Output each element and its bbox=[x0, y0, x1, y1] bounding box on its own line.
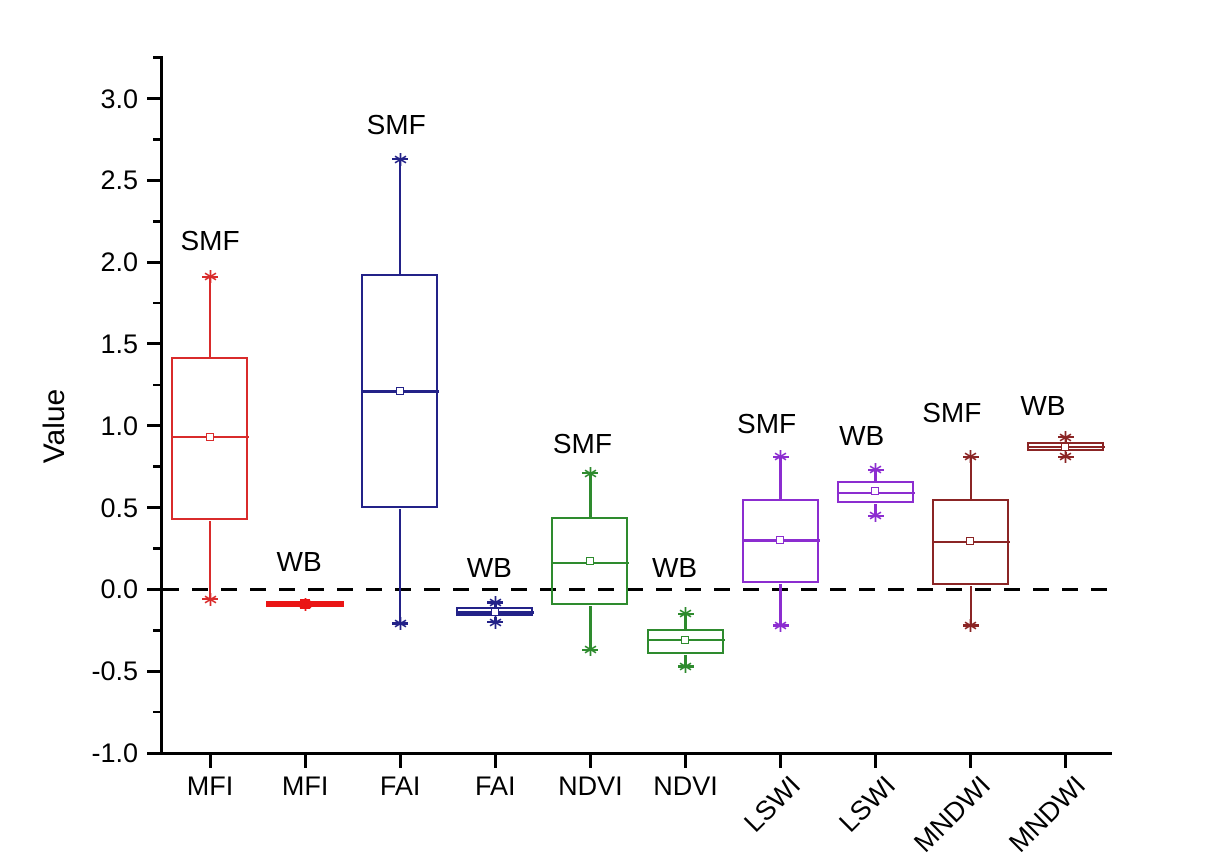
y-major-tick bbox=[147, 178, 160, 182]
y-minor-tick bbox=[153, 710, 160, 714]
y-minor-tick bbox=[153, 629, 160, 632]
x-tick bbox=[1064, 754, 1068, 768]
x-tick bbox=[493, 754, 497, 768]
x-tick bbox=[588, 754, 592, 768]
x-tick bbox=[208, 754, 212, 768]
box-NDVI-WB-whisker-high bbox=[684, 613, 687, 629]
y-major-tick bbox=[147, 424, 160, 428]
y-tick-label: 1.0 bbox=[100, 410, 138, 441]
x-category-label: NDVI bbox=[653, 771, 718, 801]
box-LSWI-SMF-annotation-label: SMF bbox=[737, 408, 797, 440]
x-tick bbox=[303, 754, 307, 768]
box-MNDWI-SMF-whisker-high bbox=[969, 456, 973, 500]
box-MNDWI-SMF-star-marker-low-icon bbox=[964, 618, 977, 632]
y-axis-line bbox=[159, 56, 163, 755]
box-NDVI-WB-star-marker-low-icon bbox=[679, 659, 692, 673]
box-MNDWI-WB-annotation-label: WB bbox=[1020, 390, 1066, 422]
y-minor-tick bbox=[153, 220, 160, 223]
y-tick-label: 0.0 bbox=[100, 574, 138, 605]
x-category-label: MFI bbox=[281, 771, 329, 801]
box-FAI-WB-annotation-label: WB bbox=[466, 552, 512, 584]
x-tick bbox=[398, 754, 402, 768]
y-minor-tick bbox=[153, 465, 160, 468]
box-NDVI-SMF-mean-marker bbox=[585, 557, 594, 566]
y-major-tick bbox=[147, 260, 160, 264]
x-tick bbox=[779, 754, 783, 768]
zero-dashed-line bbox=[163, 587, 1110, 591]
y-tick-label: 3.0 bbox=[100, 83, 138, 114]
box-MNDWI-WB-star-marker-low-icon bbox=[1059, 450, 1072, 464]
box-NDVI-WB-star-marker-high-icon bbox=[679, 607, 692, 621]
box-LSWI-SMF-whisker-high bbox=[779, 456, 782, 500]
box-LSWI-SMF-star-marker-low-icon bbox=[774, 618, 787, 632]
x-tick bbox=[969, 754, 973, 768]
box-NDVI-SMF-annotation-label: SMF bbox=[552, 427, 612, 459]
box-NDVI-SMF-rect bbox=[551, 517, 629, 605]
box-MNDWI-SMF-star-marker-high-icon bbox=[964, 450, 977, 464]
box-MNDWI-SMF-annotation-label: SMF bbox=[922, 396, 982, 428]
y-major-tick bbox=[147, 587, 160, 591]
y-minor-tick bbox=[153, 138, 160, 141]
box-FAI-SMF-mean-marker bbox=[395, 386, 404, 395]
box-FAI-SMF-whisker-high bbox=[398, 159, 402, 274]
box-FAI-SMF-annotation-label: SMF bbox=[366, 108, 426, 140]
y-major-tick bbox=[147, 506, 160, 510]
y-tick-label: 2.5 bbox=[100, 165, 138, 196]
x-tick bbox=[684, 754, 687, 768]
y-tick-label: 1.5 bbox=[100, 328, 138, 359]
y-tick-label: -1.0 bbox=[91, 738, 138, 768]
box-FAI-SMF-whisker-low bbox=[398, 509, 402, 624]
box-FAI-WB-star-marker-low-icon bbox=[489, 615, 502, 629]
y-tick-label: 2.0 bbox=[100, 247, 138, 278]
y-tick-label: 0.5 bbox=[100, 492, 138, 523]
y-tick-label: -0.5 bbox=[91, 656, 138, 687]
box-MFI-SMF-star-marker-low-icon bbox=[204, 592, 216, 606]
y-major-tick bbox=[147, 97, 160, 101]
box-MFI-SMF-star-marker-high-icon bbox=[204, 270, 216, 284]
box-NDVI-SMF-star-marker-low-icon bbox=[584, 643, 597, 657]
box-LSWI-WB-mean-marker bbox=[871, 486, 880, 495]
x-category-label: FAI bbox=[475, 771, 516, 801]
box-NDVI-SMF-whisker-low bbox=[589, 605, 592, 650]
box-MNDWI-SMF-whisker-low bbox=[969, 586, 973, 626]
box-LSWI-WB-star-marker-high-icon bbox=[869, 463, 882, 477]
box-MFI-SMF-annotation-label: SMF bbox=[180, 224, 240, 256]
y-minor-tick bbox=[153, 56, 160, 59]
box-MNDWI-WB-star-marker-high-icon bbox=[1059, 430, 1072, 444]
box-MFI-WB-annotation-label: WB bbox=[276, 545, 322, 577]
x-tick bbox=[874, 754, 878, 768]
y-major-tick bbox=[147, 751, 160, 755]
box-MFI-WB-star-marker-icon bbox=[299, 597, 312, 611]
box-NDVI-WB-annotation-label: WB bbox=[651, 552, 698, 584]
x-category-label: NDVI bbox=[558, 771, 623, 801]
box-FAI-SMF-star-marker-low-icon bbox=[394, 617, 407, 631]
box-MFI-SMF-mean-marker bbox=[205, 432, 214, 441]
box-MFI-SMF-whisker-high bbox=[208, 276, 212, 358]
box-LSWI-WB-annotation-label: WB bbox=[839, 419, 885, 451]
box-LSWI-SMF-star-marker-high-icon bbox=[774, 450, 787, 464]
box-FAI-SMF-star-marker-high-icon bbox=[394, 152, 407, 166]
box-FAI-WB-star-marker-high-icon bbox=[489, 595, 502, 609]
y-minor-tick bbox=[153, 547, 160, 550]
box-MFI-SMF-whisker-low bbox=[208, 520, 212, 600]
y-minor-tick bbox=[153, 383, 160, 387]
box-NDVI-WB-mean-marker bbox=[681, 635, 689, 644]
y-minor-tick bbox=[153, 301, 160, 305]
box-LSWI-WB-star-marker-low-icon bbox=[869, 509, 882, 523]
x-category-label: FAI bbox=[379, 771, 421, 801]
x-category-label: MFI bbox=[186, 771, 234, 801]
box-LSWI-SMF-whisker-low bbox=[779, 584, 782, 626]
box-NDVI-SMF-whisker-high bbox=[589, 473, 592, 518]
y-major-tick bbox=[147, 669, 160, 673]
box-MNDWI-SMF-mean-marker bbox=[966, 537, 975, 546]
x-axis-line bbox=[159, 751, 1112, 755]
box-LSWI-SMF-mean-marker bbox=[776, 535, 785, 544]
box-NDVI-SMF-star-marker-high-icon bbox=[584, 466, 597, 480]
y-major-tick bbox=[147, 342, 160, 346]
